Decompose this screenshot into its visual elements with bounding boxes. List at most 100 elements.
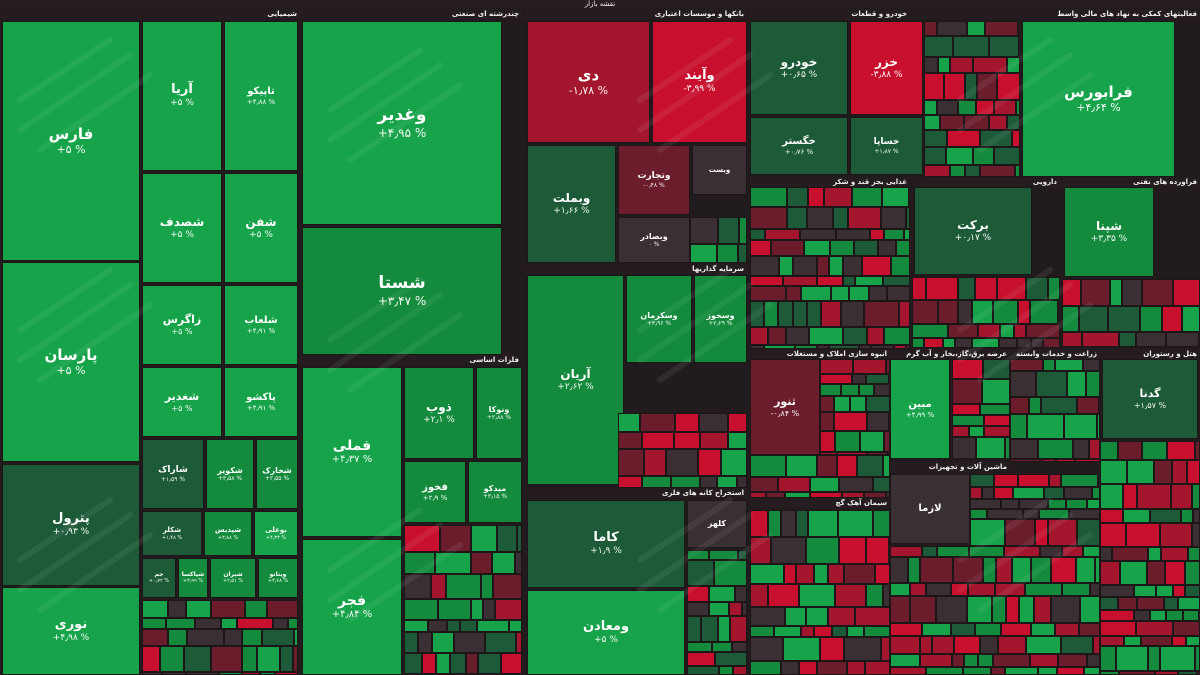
small-stock-tile[interactable]: [814, 564, 828, 584]
small-stock-tile[interactable]: [1055, 359, 1083, 371]
small-stock-tile[interactable]: [993, 300, 1018, 324]
small-stock-tile[interactable]: [983, 557, 996, 583]
small-stock-tile[interactable]: [712, 642, 732, 652]
small-stock-tile[interactable]: [466, 653, 478, 674]
small-stock-tile[interactable]: [878, 240, 896, 256]
small-stock-tile[interactable]: [1182, 306, 1200, 332]
small-stock-tile[interactable]: [404, 632, 418, 653]
small-stock-tile[interactable]: [951, 623, 975, 636]
small-stock-tile[interactable]: [796, 510, 808, 537]
stock-tile[interactable]: شکویر +۳٫۵۸ %: [206, 439, 254, 509]
small-stock-tile[interactable]: [824, 187, 852, 207]
small-stock-tile[interactable]: [820, 412, 834, 431]
stock-tile[interactable]: آریان +۲٫۶۲ %: [527, 275, 624, 485]
small-stock-tile[interactable]: [492, 552, 515, 574]
small-stock-tile[interactable]: [806, 537, 839, 564]
small-stock-tile[interactable]: [1118, 441, 1142, 460]
small-stock-tile[interactable]: [1087, 654, 1100, 667]
small-stock-tile[interactable]: [618, 413, 640, 432]
small-stock-tile[interactable]: [1031, 338, 1043, 348]
small-stock-tile[interactable]: [495, 599, 522, 620]
small-stock-tile[interactable]: [750, 229, 765, 240]
small-stock-tile[interactable]: [804, 240, 830, 256]
small-stock-tile[interactable]: [875, 564, 890, 584]
stock-tile[interactable]: مبین +۴٫۹۹ %: [890, 359, 950, 459]
stock-tile[interactable]: شپاکسا +۳٫۹۹ %: [178, 558, 208, 598]
small-stock-tile[interactable]: [1150, 509, 1181, 523]
small-stock-tile[interactable]: [768, 327, 786, 345]
small-stock-tile[interactable]: [1048, 277, 1060, 300]
small-stock-tile[interactable]: [884, 327, 910, 345]
small-stock-tile[interactable]: [890, 623, 922, 636]
small-stock-tile[interactable]: [890, 557, 908, 583]
small-stock-tile[interactable]: [820, 359, 853, 374]
small-stock-tile[interactable]: [975, 623, 1001, 636]
small-stock-tile[interactable]: [994, 147, 1020, 165]
small-stock-tile[interactable]: [866, 537, 889, 564]
stock-tile[interactable]: میدکو +۳٫۱۵ %: [468, 461, 522, 523]
small-stock-tile[interactable]: [1126, 523, 1160, 547]
small-stock-tile[interactable]: [951, 583, 968, 596]
small-stock-tile[interactable]: [947, 130, 980, 147]
small-stock-tile[interactable]: [1092, 487, 1100, 499]
small-stock-tile[interactable]: [1081, 279, 1110, 306]
small-stock-tile[interactable]: [1137, 597, 1164, 610]
small-stock-tile[interactable]: [195, 618, 221, 629]
small-stock-tile[interactable]: [978, 324, 1000, 338]
small-stock-tile[interactable]: [257, 646, 280, 672]
small-stock-tile[interactable]: [829, 345, 859, 349]
small-stock-tile[interactable]: [950, 165, 965, 177]
small-stock-tile[interactable]: [1160, 646, 1195, 671]
small-stock-tile[interactable]: [857, 455, 883, 477]
small-stock-tile[interactable]: [1118, 597, 1137, 610]
small-stock-tile[interactable]: [771, 537, 806, 564]
small-stock-tile[interactable]: [973, 57, 1007, 73]
small-stock-tile[interactable]: [1010, 439, 1038, 459]
stock-tile[interactable]: وآیند -۳٫۹۹ %: [652, 21, 747, 143]
small-stock-tile[interactable]: [1001, 623, 1031, 636]
small-stock-tile[interactable]: [972, 300, 993, 324]
small-stock-tile[interactable]: [1100, 547, 1112, 561]
small-stock-tile[interactable]: [864, 626, 890, 637]
small-stock-tile[interactable]: [1043, 338, 1060, 348]
small-stock-tile[interactable]: [869, 286, 887, 301]
small-stock-tile[interactable]: [828, 564, 844, 584]
small-stock-tile[interactable]: [1025, 583, 1062, 596]
small-stock-tile[interactable]: [1136, 621, 1173, 636]
small-stock-tile[interactable]: [1140, 306, 1162, 332]
small-stock-tile[interactable]: [1095, 557, 1100, 583]
small-stock-tile[interactable]: [1185, 561, 1200, 585]
small-stock-tile[interactable]: [926, 667, 963, 675]
small-stock-tile[interactable]: [989, 36, 1019, 57]
small-stock-tile[interactable]: [709, 602, 729, 616]
small-stock-tile[interactable]: [709, 586, 735, 602]
small-stock-tile[interactable]: [1042, 459, 1056, 462]
small-stock-tile[interactable]: [866, 374, 889, 384]
small-stock-tile[interactable]: [750, 477, 778, 492]
small-stock-tile[interactable]: [997, 277, 1026, 300]
small-stock-tile[interactable]: [493, 574, 522, 599]
small-stock-tile[interactable]: [841, 384, 859, 396]
small-stock-tile[interactable]: [809, 327, 843, 345]
small-stock-tile[interactable]: [280, 646, 293, 672]
small-stock-tile[interactable]: [404, 552, 435, 574]
small-stock-tile[interactable]: [730, 616, 747, 642]
small-stock-tile[interactable]: [735, 586, 747, 602]
small-stock-tile[interactable]: [187, 629, 224, 646]
small-stock-tile[interactable]: [750, 327, 768, 345]
small-stock-tile[interactable]: [436, 653, 450, 674]
small-stock-tile[interactable]: [778, 477, 810, 492]
stock-tile[interactable]: خزر -۳٫۸۸ %: [850, 21, 923, 115]
small-stock-tile[interactable]: [839, 477, 873, 492]
small-stock-tile[interactable]: [1018, 474, 1049, 487]
small-stock-tile[interactable]: [850, 396, 866, 412]
small-stock-tile[interactable]: [1056, 459, 1075, 462]
small-stock-tile[interactable]: [1173, 279, 1200, 306]
small-stock-tile[interactable]: [910, 583, 926, 596]
small-stock-tile[interactable]: [1110, 279, 1122, 306]
small-stock-tile[interactable]: [1195, 441, 1200, 460]
small-stock-tile[interactable]: [984, 426, 1010, 437]
small-stock-tile[interactable]: [1006, 596, 1019, 623]
small-stock-tile[interactable]: [817, 345, 829, 349]
small-stock-tile[interactable]: [952, 415, 984, 426]
